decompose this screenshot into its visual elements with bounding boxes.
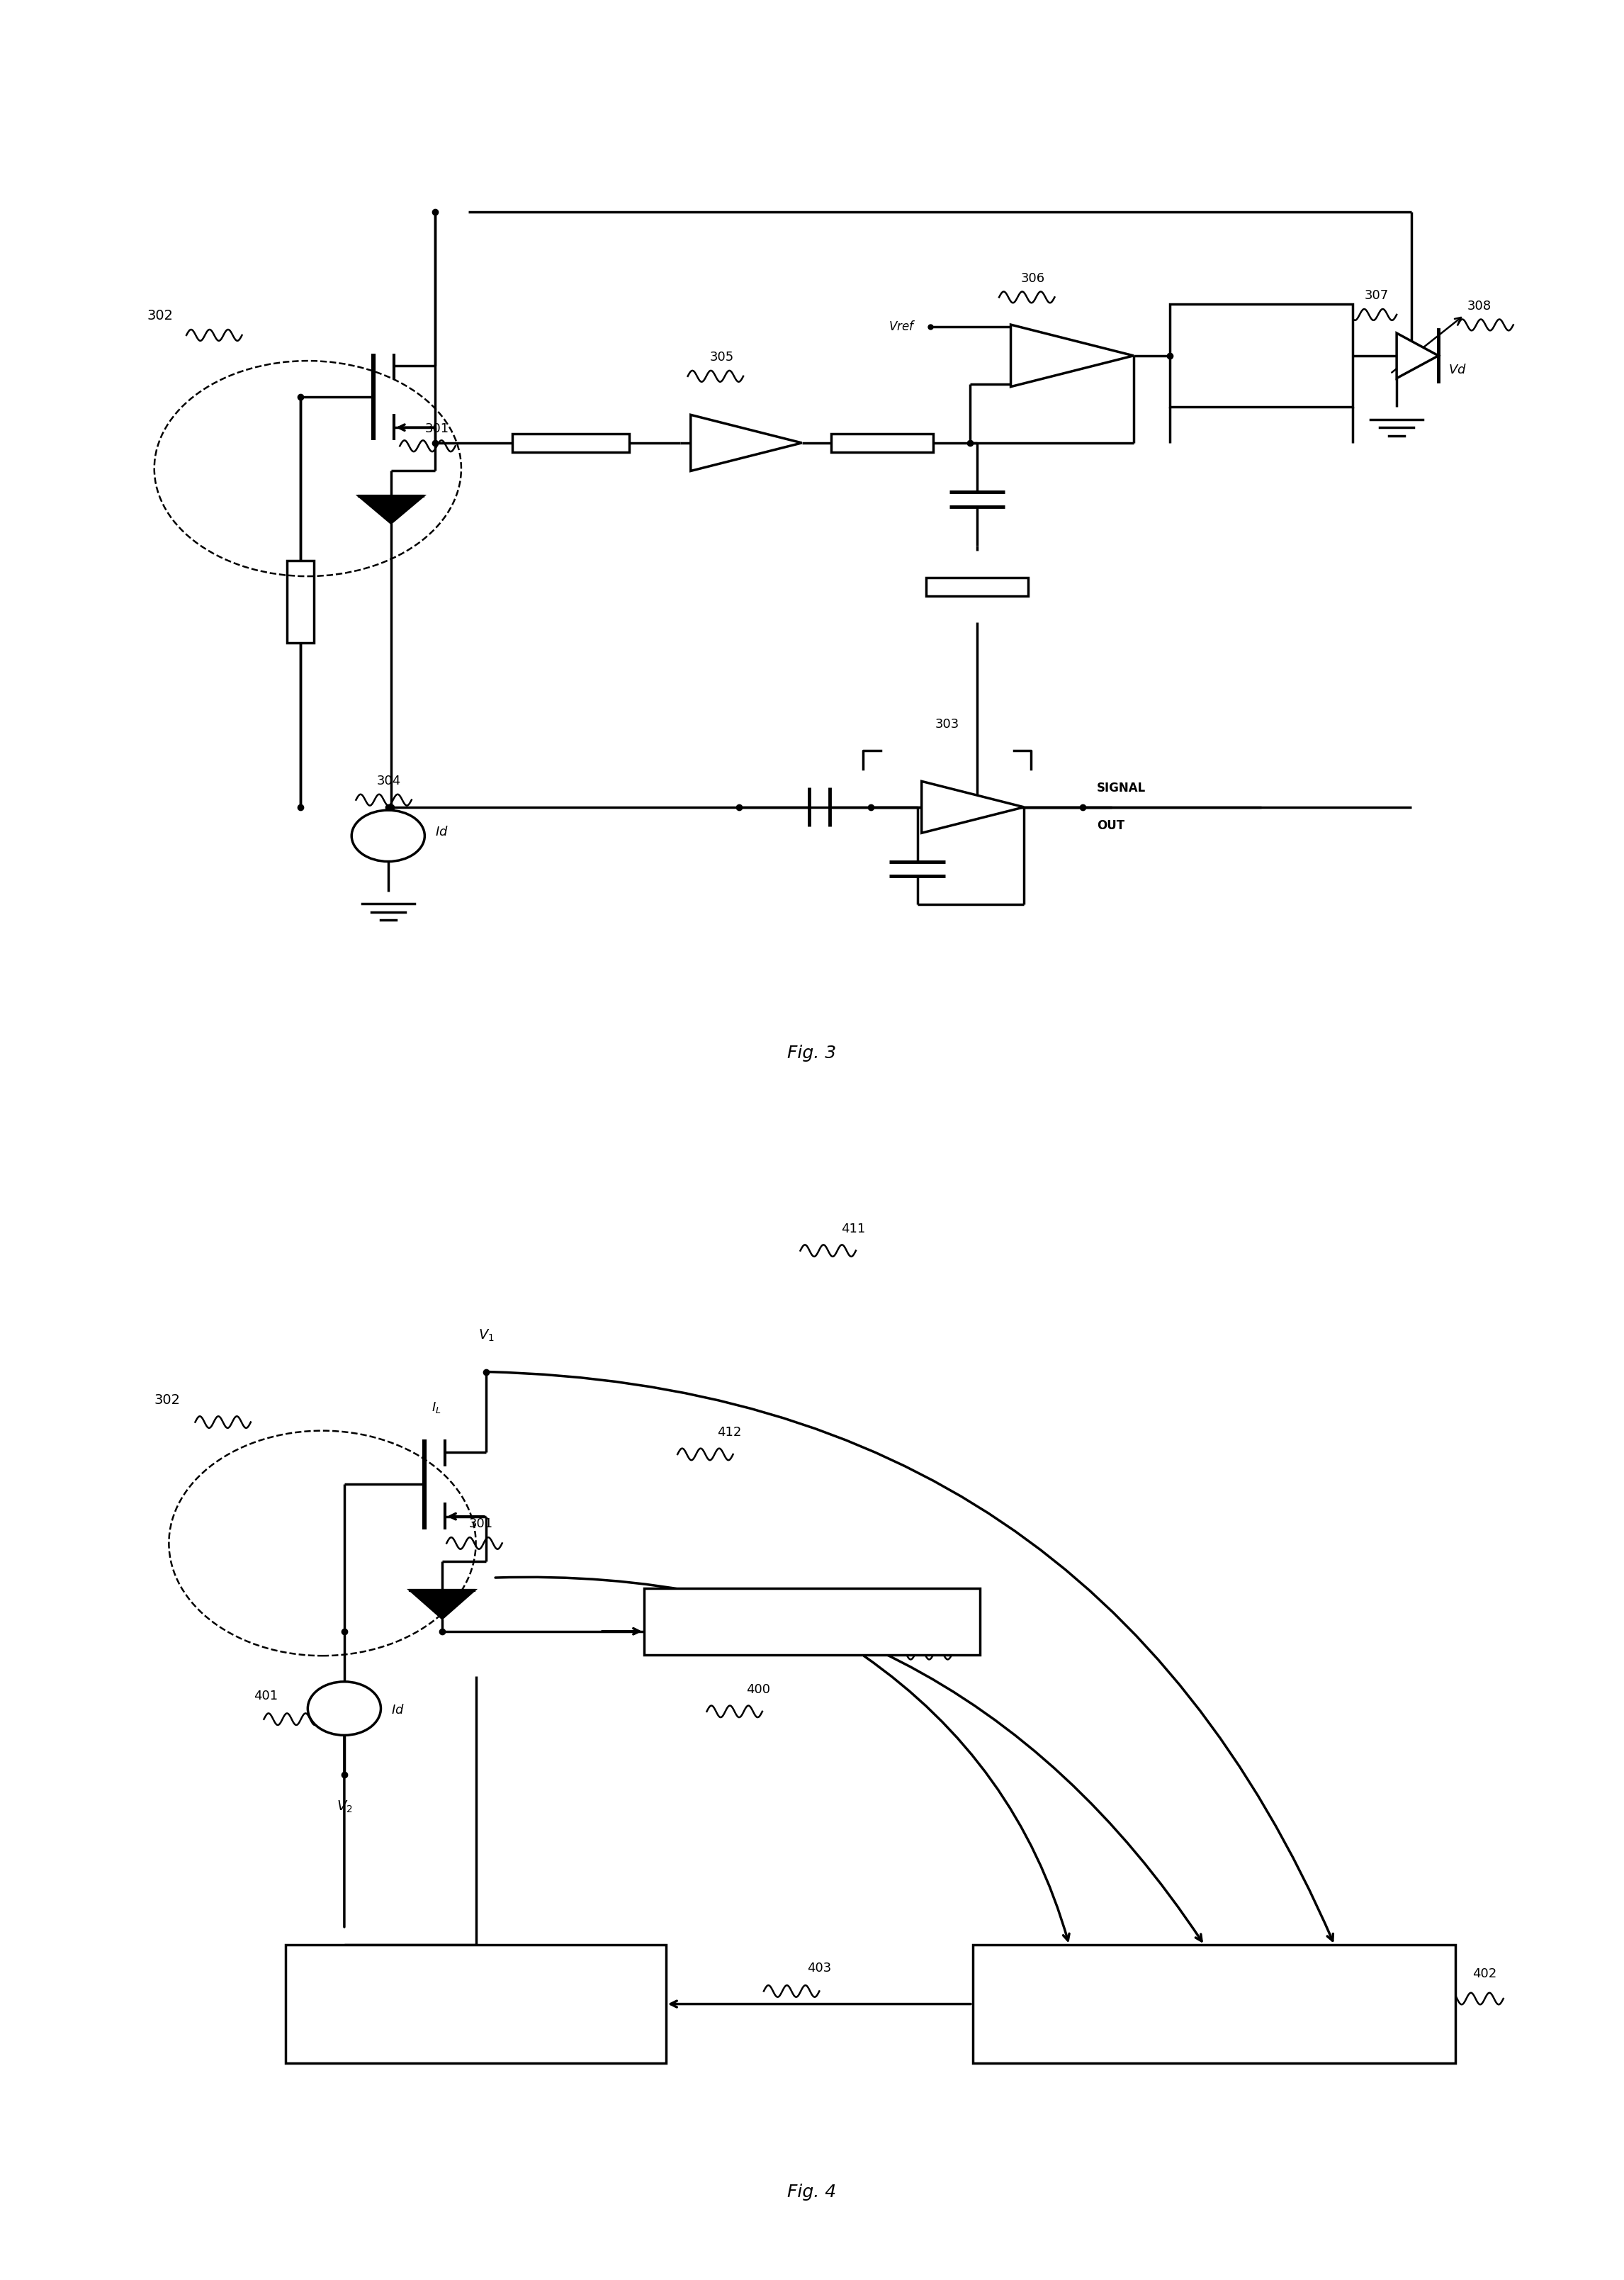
Polygon shape [1397, 333, 1439, 378]
Text: 413: 413 [935, 1623, 960, 1637]
Text: CONTROL
SIGNAL
GENERATION: CONTROL SIGNAL GENERATION [435, 1984, 516, 2022]
Text: 402: 402 [1473, 1968, 1497, 1979]
Text: $V_2$: $V_2$ [336, 1799, 352, 1815]
Bar [831, 433, 934, 451]
Text: 301: 301 [469, 1516, 492, 1530]
Text: 301: 301 [425, 422, 448, 435]
Text: 400: 400 [747, 1683, 770, 1696]
Text: 302: 302 [154, 1393, 180, 1407]
Text: 306: 306 [1021, 271, 1046, 285]
Polygon shape [922, 782, 1025, 832]
Bar [1169, 306, 1353, 408]
Text: RATE DEPENDENT
INFORMATION
COLLECTION: RATE DEPENDENT INFORMATION COLLECTION [1156, 1984, 1272, 2022]
Text: $Id$: $Id$ [391, 1703, 404, 1717]
Circle shape [309, 1683, 382, 1735]
Polygon shape [1010, 324, 1134, 388]
Text: 411: 411 [841, 1222, 866, 1236]
Text: 304: 304 [377, 775, 401, 787]
Text: 401: 401 [253, 1689, 278, 1703]
Text: 302: 302 [148, 310, 174, 321]
Bar [513, 433, 630, 451]
Bar [287, 561, 313, 643]
Text: MEASUREMENT: MEASUREMENT [762, 1614, 862, 1628]
Text: $Vd$: $Vd$ [1449, 365, 1466, 376]
Text: 305: 305 [710, 351, 734, 363]
Text: 412: 412 [718, 1425, 741, 1439]
Polygon shape [359, 497, 424, 522]
Text: SIGNAL: SIGNAL [1098, 782, 1147, 796]
Bar [973, 1945, 1455, 2063]
Text: $Vref$: $Vref$ [888, 321, 916, 333]
Text: 308: 308 [1468, 299, 1491, 312]
Text: 307: 307 [1364, 290, 1389, 301]
Text: $Id$: $Id$ [435, 825, 448, 839]
Text: $I_L$: $I_L$ [432, 1400, 442, 1416]
Text: 403: 403 [807, 1961, 831, 1974]
Text: Fig. 4: Fig. 4 [788, 2184, 836, 2200]
Text: OUT: OUT [1098, 819, 1125, 832]
Text: $V_1$: $V_1$ [477, 1329, 494, 1343]
Circle shape [352, 809, 425, 862]
Polygon shape [690, 415, 802, 472]
Bar [286, 1945, 666, 2063]
Text: Fig. 3: Fig. 3 [788, 1044, 836, 1062]
Polygon shape [409, 1589, 474, 1619]
Bar [645, 1589, 981, 1655]
Bar [926, 577, 1028, 595]
Text: 303: 303 [935, 718, 960, 732]
